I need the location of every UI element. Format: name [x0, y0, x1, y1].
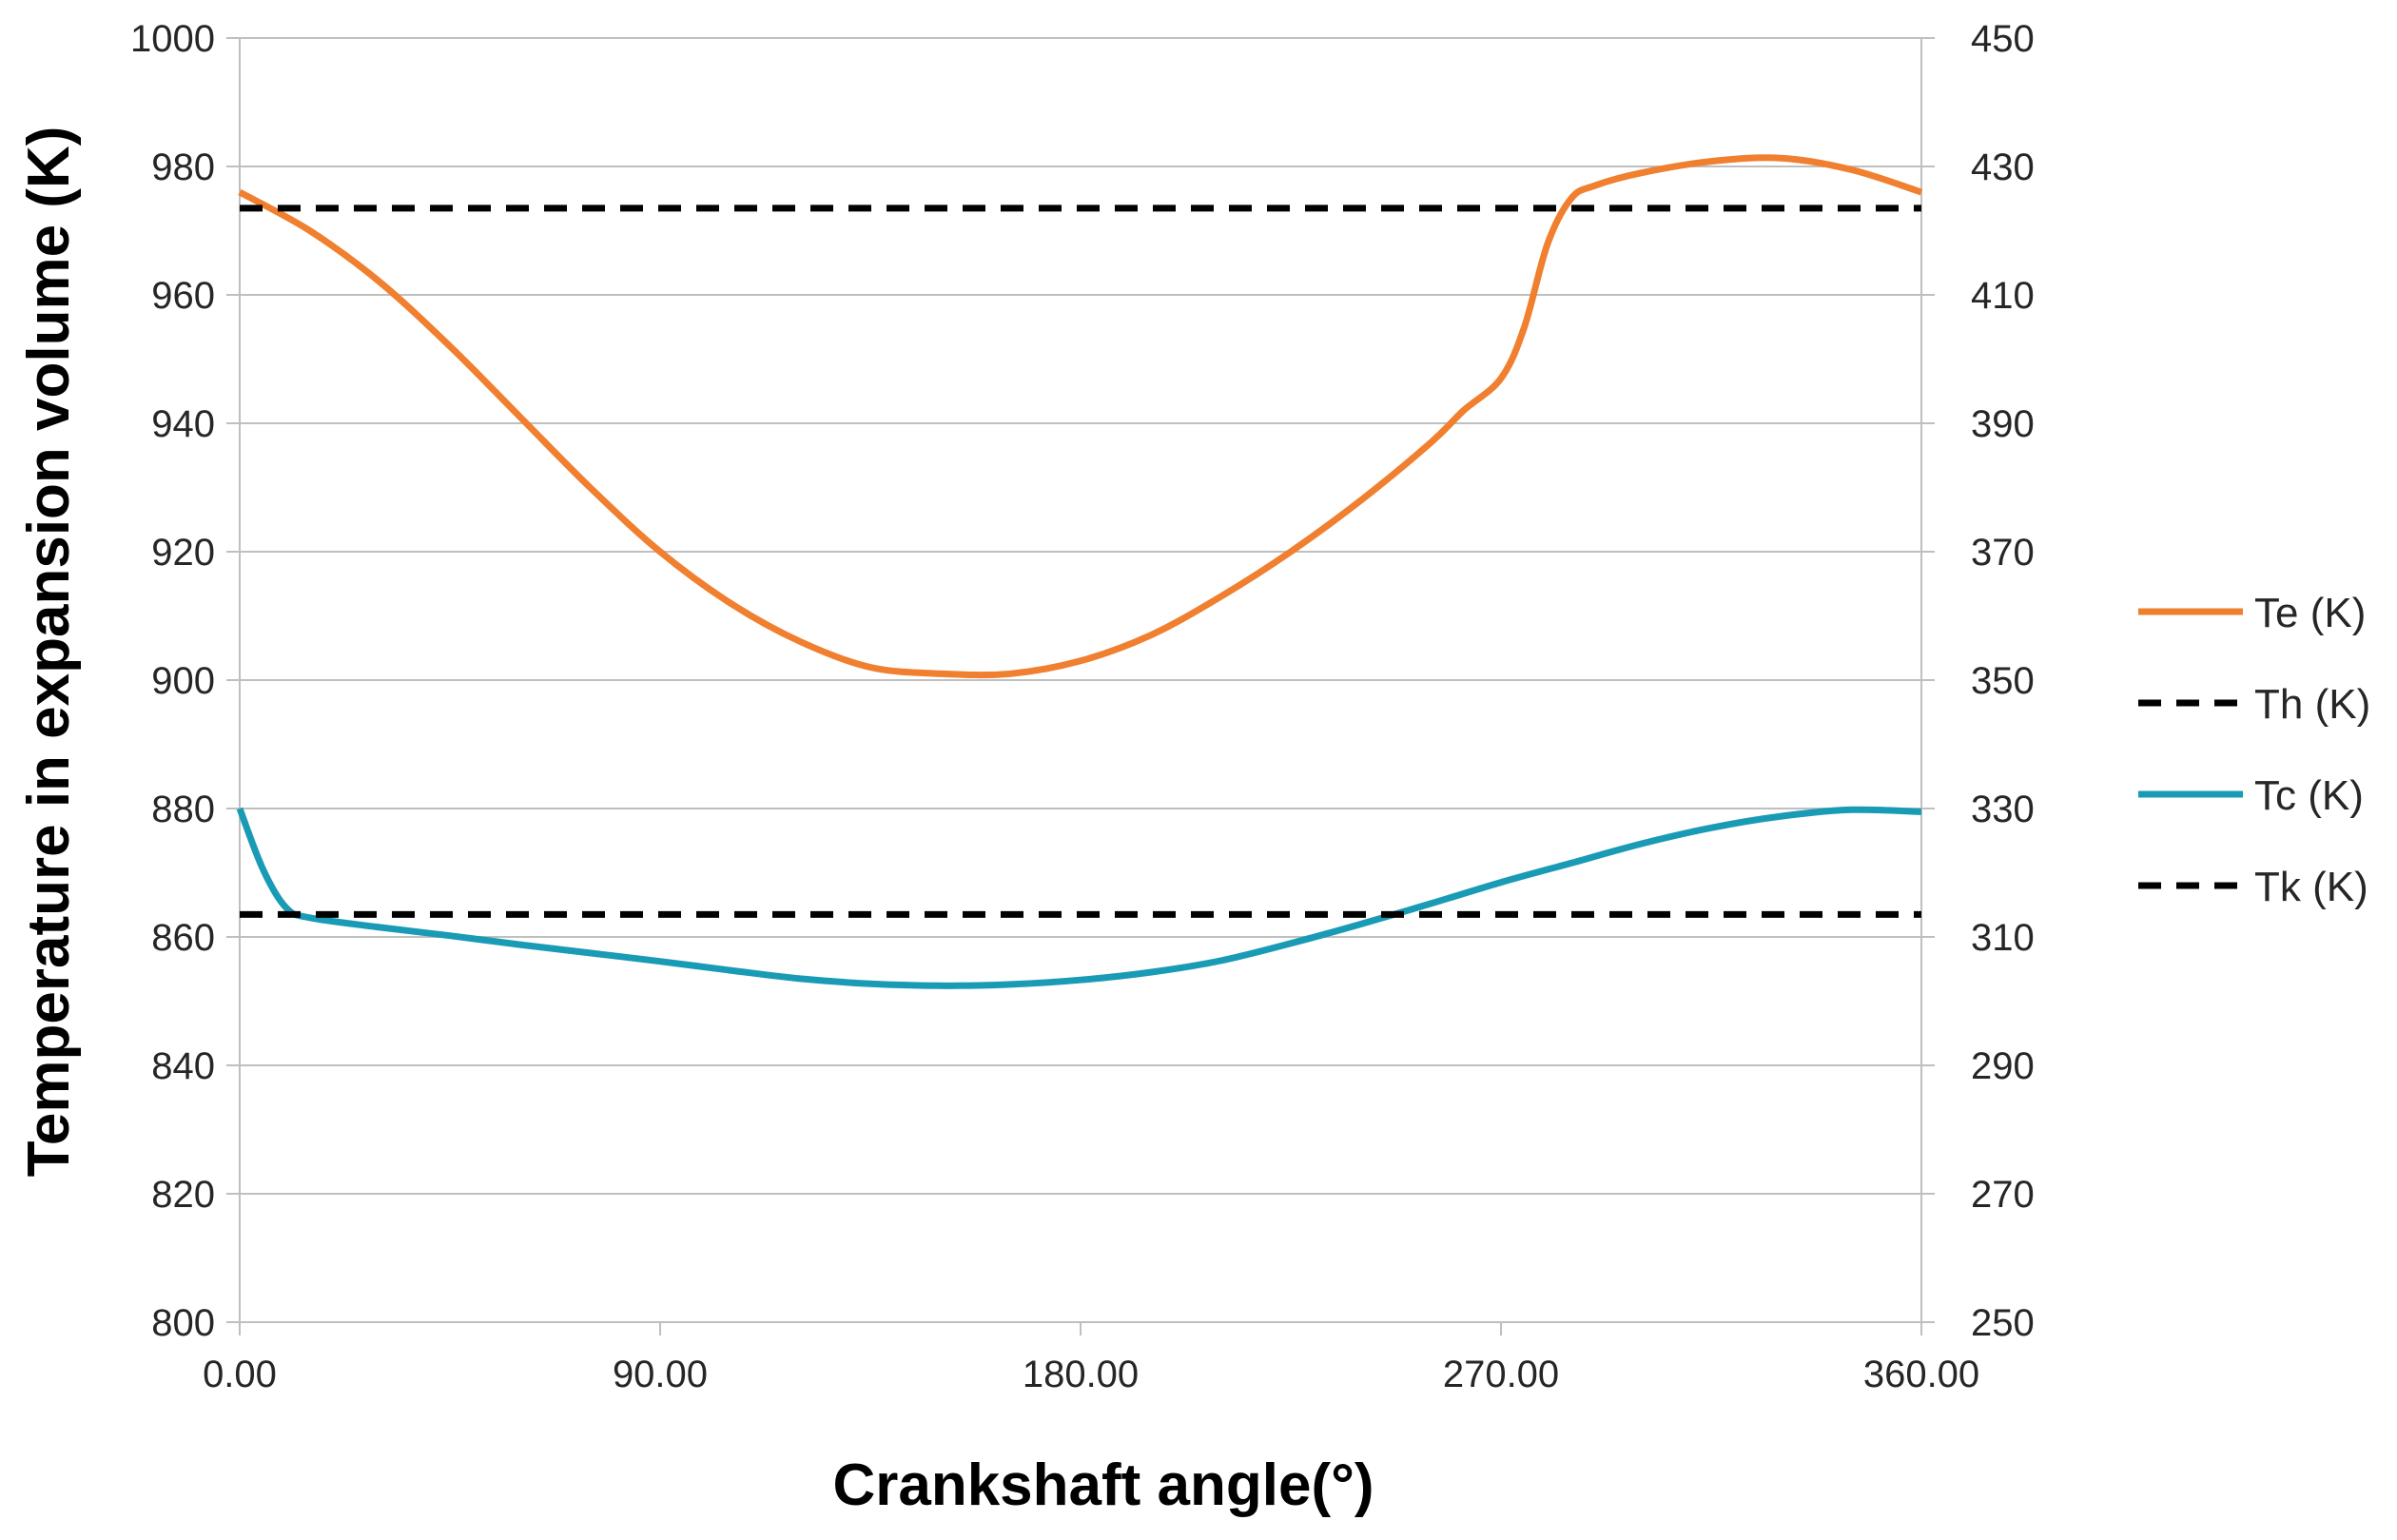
y-tick-label: 980 [151, 146, 215, 188]
legend-label-tc-k: Tc (K) [2254, 772, 2364, 819]
y2-tick-label: 450 [1971, 18, 2035, 60]
y-tick-label: 800 [151, 1302, 215, 1344]
y2-tick-label: 350 [1971, 660, 2035, 702]
y2-tick-label: 390 [1971, 403, 2035, 445]
y2-tick-label: 330 [1971, 789, 2035, 830]
y-axis-title: Temperature in expansion volume (K) [16, 127, 82, 1178]
x-tick-label: 270.00 [1443, 1354, 1559, 1395]
y-tick-label: 900 [151, 660, 215, 702]
y-tick-label: 940 [151, 403, 215, 445]
y2-tick-label: 410 [1971, 275, 2035, 317]
x-tick-label: 180.00 [1023, 1354, 1139, 1395]
y-tick-label: 1000 [130, 18, 215, 60]
y2-tick-label: 310 [1971, 917, 2035, 959]
y-tick-label: 820 [151, 1174, 215, 1216]
y2-tick-label: 290 [1971, 1045, 2035, 1087]
series-line-tc-k [236, 806, 1922, 989]
y-tick-label: 840 [151, 1045, 215, 1087]
y2-tick-label: 430 [1971, 146, 2035, 188]
legend-label-tk-k: Tk (K) [2254, 864, 2368, 910]
y-tick-label: 960 [151, 275, 215, 317]
y-tick-label: 860 [151, 917, 215, 959]
y-tick-label: 880 [151, 789, 215, 830]
y2-tick-label: 270 [1971, 1174, 2035, 1216]
legend-label-te-k: Te (K) [2254, 590, 2366, 636]
tick-labels: 800 820 840 860 880 900 920 940 960 980 1000 250 270… [130, 18, 2035, 1395]
y-tick-label: 920 [151, 532, 215, 574]
x-tick-label: 360.00 [1863, 1354, 1979, 1395]
y2-tick-label: 370 [1971, 532, 2035, 574]
series-lines [236, 154, 1923, 989]
x-axis-title: Crankshaft angle(°) [832, 1452, 1374, 1518]
x-tick-label: 90.00 [613, 1354, 708, 1395]
series-line-te-k [238, 154, 1923, 679]
gridlines [240, 37, 1921, 1195]
legend: Te (K) Th (K) Tc (K) Tk (K) [2138, 590, 2370, 910]
x-tick-label: 0.00 [203, 1354, 277, 1395]
legend-label-th-k: Th (K) [2254, 681, 2370, 728]
y2-tick-label: 250 [1971, 1302, 2035, 1344]
axes [226, 37, 1935, 1335]
